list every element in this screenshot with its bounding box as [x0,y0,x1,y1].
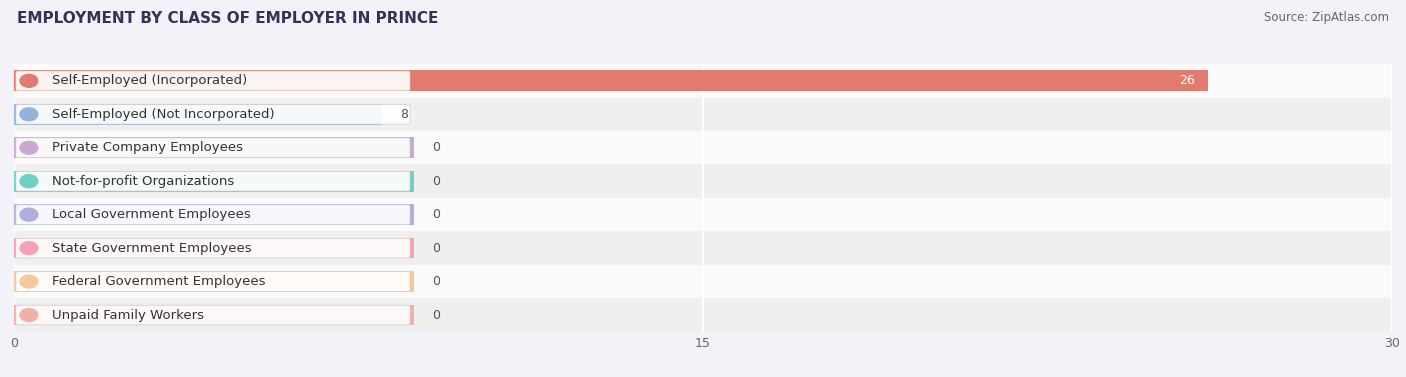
Circle shape [20,108,38,121]
FancyBboxPatch shape [14,298,1392,332]
Bar [14,137,413,158]
FancyBboxPatch shape [15,71,411,90]
Bar [14,70,1208,91]
FancyBboxPatch shape [15,205,411,224]
Circle shape [20,175,38,188]
Text: Self-Employed (Not Incorporated): Self-Employed (Not Incorporated) [52,108,274,121]
FancyBboxPatch shape [14,98,1392,131]
Text: 0: 0 [432,141,440,154]
Circle shape [20,275,38,288]
FancyBboxPatch shape [15,172,411,191]
FancyBboxPatch shape [14,64,1392,98]
Bar [14,204,413,225]
Text: 0: 0 [432,208,440,221]
Bar [14,238,413,259]
Circle shape [20,242,38,254]
Circle shape [20,141,38,154]
Text: Not-for-profit Organizations: Not-for-profit Organizations [52,175,233,188]
Bar [14,171,413,192]
Text: State Government Employees: State Government Employees [52,242,252,254]
FancyBboxPatch shape [15,104,411,124]
FancyBboxPatch shape [14,265,1392,298]
Text: Federal Government Employees: Federal Government Employees [52,275,266,288]
Text: Private Company Employees: Private Company Employees [52,141,243,154]
Text: 8: 8 [399,108,408,121]
Bar [14,271,413,292]
Text: EMPLOYMENT BY CLASS OF EMPLOYER IN PRINCE: EMPLOYMENT BY CLASS OF EMPLOYER IN PRINC… [17,11,439,26]
Text: 26: 26 [1178,74,1195,87]
FancyBboxPatch shape [15,238,411,258]
Circle shape [20,308,38,322]
Text: Local Government Employees: Local Government Employees [52,208,250,221]
FancyBboxPatch shape [14,231,1392,265]
Text: 0: 0 [432,175,440,188]
Bar [14,104,381,125]
Circle shape [20,74,38,87]
Text: 0: 0 [432,275,440,288]
FancyBboxPatch shape [14,164,1392,198]
FancyBboxPatch shape [15,138,411,158]
Text: Unpaid Family Workers: Unpaid Family Workers [52,308,204,322]
FancyBboxPatch shape [14,198,1392,231]
Text: Source: ZipAtlas.com: Source: ZipAtlas.com [1264,11,1389,24]
FancyBboxPatch shape [15,272,411,291]
Circle shape [20,208,38,221]
FancyBboxPatch shape [15,305,411,325]
Bar [14,305,413,325]
Text: Self-Employed (Incorporated): Self-Employed (Incorporated) [52,74,247,87]
Text: 0: 0 [432,242,440,254]
FancyBboxPatch shape [14,131,1392,164]
Text: 0: 0 [432,308,440,322]
